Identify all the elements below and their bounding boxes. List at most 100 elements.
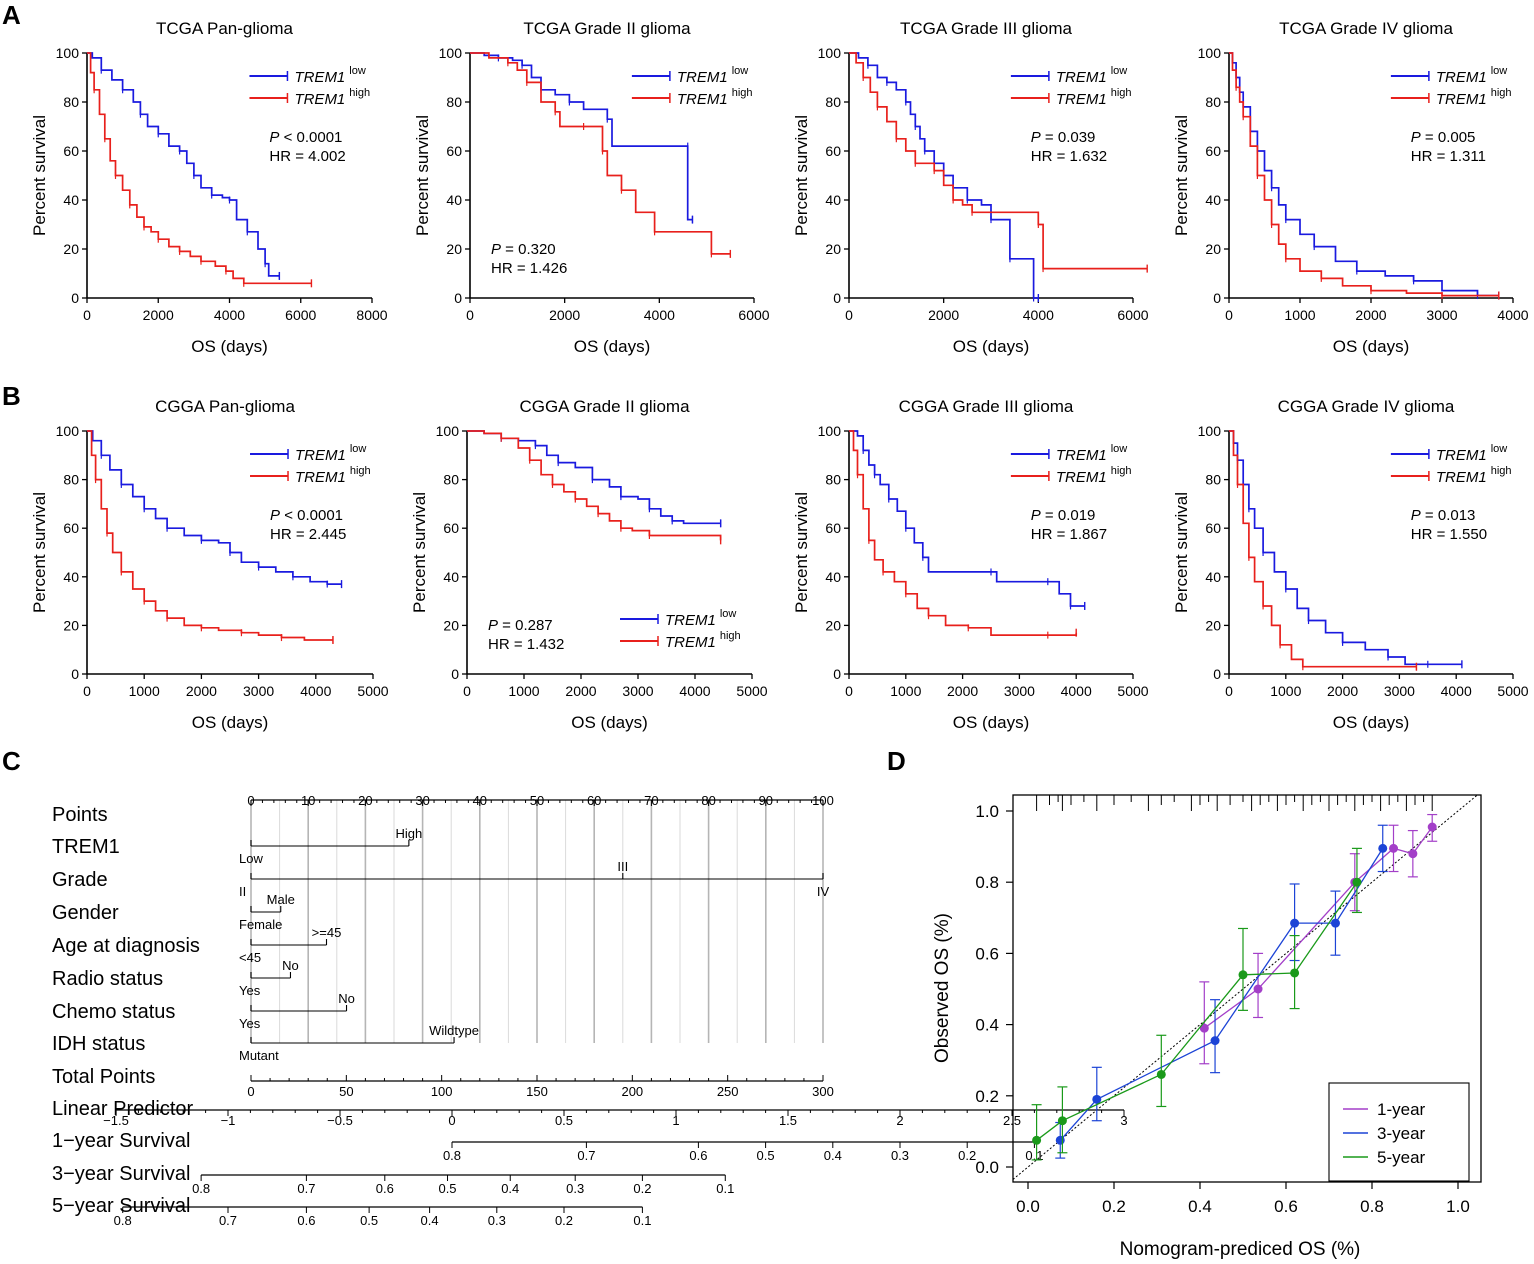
x-tick-label: 0 (1225, 683, 1233, 699)
linear-predictor-tick-label: 3 (1120, 1113, 1127, 1128)
legend-gene: TREM1 (295, 447, 346, 464)
panel-letter-c: C (2, 746, 21, 776)
panel-letter-a: A (2, 0, 21, 30)
survival_5yr-tick-label: 0.1 (633, 1213, 651, 1228)
total-points-tick-label: 200 (621, 1084, 643, 1099)
series-line-high (1229, 52, 1499, 297)
y-tick-label: 60 (63, 143, 79, 159)
variable-upper-level: IV (817, 884, 830, 899)
calibration-point (1199, 1023, 1209, 1033)
legend-superscript: low (1491, 65, 1508, 77)
nomogram-row-label: Chemo status (52, 1001, 175, 1023)
x-tick-label: 5000 (1497, 683, 1528, 699)
x-tick-label: 2000 (1327, 683, 1358, 699)
chart-title: CGGA Pan-glioma (155, 397, 295, 416)
calibration-point (1378, 843, 1388, 853)
linear-predictor-tick-label: 1 (672, 1113, 679, 1128)
legend-superscript: high (1491, 465, 1512, 477)
hazard-ratio: HR = 1.550 (1411, 526, 1487, 543)
panel-letter-d: D (887, 746, 906, 776)
x-axis-label: Nomogram-prediced OS (%) (1120, 1239, 1361, 1260)
x-tick-label: 0 (845, 683, 853, 699)
x-tick-label: 2000 (565, 683, 596, 699)
y-tick-label: 0.4 (975, 1016, 999, 1035)
calibration-point (1156, 1069, 1166, 1079)
legend-gene: TREM1 (295, 469, 346, 486)
x-tick-label: 5000 (357, 683, 388, 699)
y-tick-label: 20 (446, 241, 462, 257)
x-tick-label: 4000 (679, 683, 710, 699)
y-tick-label: 60 (443, 520, 459, 536)
series-line-low (849, 430, 1085, 607)
linear-predictor-tick-label: 1.5 (779, 1113, 797, 1128)
nomogram-row-label: Linear Predictor (52, 1098, 194, 1120)
legend-label: 1-year (1377, 1100, 1426, 1119)
variable-lower-level: Low (239, 851, 263, 866)
points-tick-label: 10 (301, 793, 315, 808)
calibration-point (1290, 968, 1300, 978)
calibration-line-1-year (1203, 826, 1433, 1029)
y-tick-label: 60 (825, 143, 841, 159)
linear-predictor-tick-label: 0 (448, 1113, 455, 1128)
y-tick-label: 40 (63, 569, 79, 585)
x-tick-label: 4000 (1061, 683, 1092, 699)
x-axis-label: OS (days) (953, 713, 1030, 732)
legend-label-low: TREM1 low (1056, 443, 1127, 464)
x-tick-label: 3000 (1004, 683, 1035, 699)
x-tick-label: 2000 (928, 307, 959, 323)
x-tick-label: 4000 (644, 307, 675, 323)
p-text: = 0.039 (1041, 129, 1096, 146)
p-value: P = 0.320 (491, 241, 556, 258)
x-tick-label: 2000 (143, 307, 174, 323)
legend-label-high: TREM1 high (295, 465, 371, 486)
legend-label-high: TREM1 high (1436, 465, 1512, 486)
legend-superscript: low (1491, 443, 1508, 455)
chart-title: TCGA Grade II glioma (523, 19, 691, 38)
p-value: P < 0.0001 (270, 507, 343, 524)
x-tick-label: 0.4 (1188, 1197, 1212, 1216)
series-line-high (87, 430, 333, 641)
legend-gene: TREM1 (665, 612, 716, 629)
survival_1yr-tick-label: 0.1 (1025, 1148, 1043, 1163)
legend-superscript: high (1111, 87, 1132, 99)
x-tick-label: 0.2 (1102, 1197, 1126, 1216)
calibration-point (1238, 970, 1248, 980)
x-tick-label: 0.8 (1360, 1197, 1384, 1216)
y-tick-label: 60 (1205, 520, 1221, 536)
x-tick-label: 2000 (186, 683, 217, 699)
variable-upper-level: >=45 (312, 925, 342, 940)
x-tick-label: 4000 (300, 683, 331, 699)
x-tick-label: 2000 (549, 307, 580, 323)
y-tick-label: 40 (825, 192, 841, 208)
calibration-point (1330, 918, 1340, 928)
y-tick-label: 60 (1205, 143, 1221, 159)
series-line-low (849, 52, 1039, 299)
survival_5yr-tick-label: 0.7 (219, 1213, 237, 1228)
x-tick-label: 1000 (1284, 307, 1315, 323)
nomogram-row-label: Grade (52, 869, 108, 891)
nomogram-row-label: 1−year Survival (52, 1130, 190, 1152)
chart-title: TCGA Grade III glioma (900, 19, 1072, 38)
points-tick-label: 20 (358, 793, 372, 808)
nomogram-row-label: 3−year Survival (52, 1163, 190, 1185)
linear-predictor-tick-label: 2.5 (1003, 1113, 1021, 1128)
series-line-high (849, 52, 1148, 270)
survival_3yr-tick-label: 0.8 (192, 1181, 210, 1196)
calibration-panel: 0.00.20.40.60.81.00.0 0.2 0.4 0.6 0.8 1.0Nomo… (932, 794, 1482, 1260)
y-axis-label: Percent survival (30, 492, 49, 613)
x-tick-label: 3000 (243, 683, 274, 699)
legend-gene: TREM1 (1056, 469, 1107, 486)
y-axis-label: Observed OS (%) (932, 913, 953, 1063)
survival_5yr-tick-label: 0.4 (421, 1213, 439, 1228)
legend-gene: TREM1 (1436, 91, 1487, 108)
legend-label-high: TREM1 high (1056, 87, 1132, 108)
y-tick-label: 100 (436, 423, 460, 439)
nomogram-row-label: TREM1 (52, 836, 120, 858)
legend-label-low: TREM1 low (294, 65, 365, 86)
variable-upper-level: No (282, 958, 299, 973)
points-tick-label: 0 (247, 793, 254, 808)
